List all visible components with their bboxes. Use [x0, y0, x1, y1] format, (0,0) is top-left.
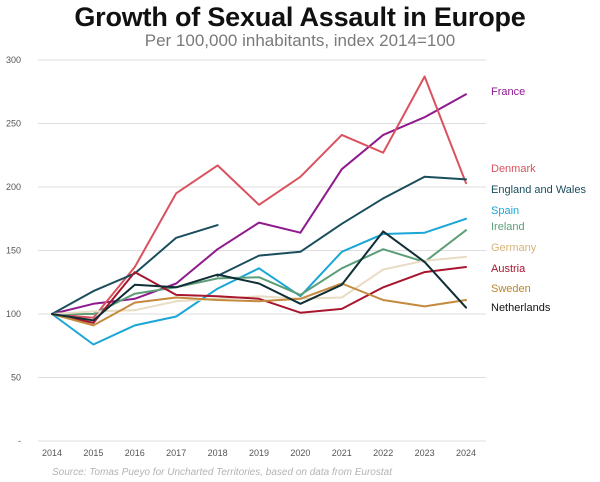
legend-item: Denmark — [491, 163, 536, 175]
legend: France Denmark England and Wales Spain Irela… — [491, 86, 586, 314]
x-axis-ticks: 2014 2015 2016 2017 2018 2019 2020 2021 2022 2023… — [42, 448, 476, 458]
series-lines — [51, 75, 467, 346]
series-line — [51, 266, 467, 324]
legend-item: Spain — [491, 205, 519, 217]
y-tick-label: 50 — [11, 373, 21, 383]
series-line — [51, 75, 467, 319]
chart-title: Growth of Sexual Assault in Europe — [74, 2, 526, 32]
legend-item: Austria — [491, 263, 526, 275]
x-tick-label: 2022 — [373, 448, 393, 458]
gridlines — [38, 59, 486, 442]
x-tick-label: 2014 — [42, 448, 62, 458]
y-tick-label: 100 — [6, 309, 21, 319]
series-line — [51, 282, 467, 327]
series-line — [51, 230, 467, 322]
x-tick-label: 2015 — [83, 448, 103, 458]
series-line — [216, 175, 467, 277]
x-tick-label: 2021 — [332, 448, 352, 458]
y-tick-label: 200 — [6, 182, 21, 192]
x-tick-label: 2020 — [290, 448, 310, 458]
x-tick-label: 2017 — [166, 448, 186, 458]
legend-item: Sweden — [491, 283, 531, 295]
legend-item: England and Wales — [491, 184, 586, 196]
y-tick-label: 250 — [6, 119, 21, 129]
x-tick-label: 2023 — [415, 448, 435, 458]
y-tick-label: 150 — [6, 246, 21, 256]
y-tick-label: 300 — [6, 55, 21, 65]
series-line — [51, 255, 467, 315]
legend-item: Ireland — [491, 221, 525, 233]
series-line — [51, 217, 467, 346]
legend-item: France — [491, 86, 525, 98]
series-line — [51, 229, 467, 315]
y-tick-label: - — [18, 436, 21, 446]
x-tick-label: 2024 — [456, 448, 476, 458]
x-tick-label: 2016 — [125, 448, 145, 458]
x-tick-label: 2018 — [208, 448, 228, 458]
legend-item: Germany — [491, 242, 537, 254]
legend-item: Netherlands — [491, 302, 551, 314]
source-note: Source: Tomas Pueyo for Uncharted Territ… — [52, 467, 392, 478]
y-axis-ticks: - 50 100 150 200 250 300 — [6, 55, 21, 446]
x-tick-label: 2019 — [249, 448, 269, 458]
chart-subtitle: Per 100,000 inhabitants, index 2014=100 — [144, 31, 456, 50]
